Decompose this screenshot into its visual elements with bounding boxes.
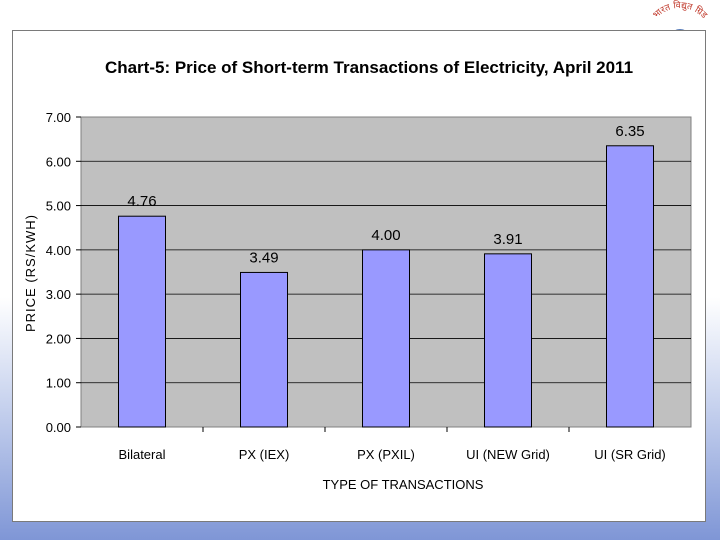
data-label-0: 4.76	[127, 193, 156, 210]
y-tick-label-4: 4.00	[46, 243, 71, 258]
x-axis-label: TYPE OF TRANSACTIONS	[323, 477, 484, 492]
y-tick-label-3: 3.00	[46, 287, 71, 302]
y-tick-label-5: 5.00	[46, 199, 71, 214]
data-label-3: 3.91	[493, 231, 522, 248]
chart-title: Chart-5: Price of Short-term Transaction…	[105, 58, 633, 77]
y-tick-label-0: 0.00	[46, 420, 71, 435]
bar-4	[606, 145, 654, 428]
logo-caption: भारत विद्युत ग्रिड	[651, 0, 708, 21]
bar-chart: Chart-5: Price of Short-term Transaction…	[23, 58, 692, 492]
bar-0	[118, 215, 166, 428]
x-tick-label-0: Bilateral	[119, 447, 166, 462]
y-tick-label-7: 7.00	[46, 110, 71, 125]
x-tick-label-4: UI (SR Grid)	[594, 447, 666, 462]
svg-text:भारत विद्युत ग्रिड: भारत विद्युत ग्रिड	[651, 0, 708, 21]
x-tick-label-2: PX (PXIL)	[357, 447, 415, 462]
x-tick-label-3: UI (NEW Grid)	[466, 447, 550, 462]
chart-frame: Chart-5: Price of Short-term Transaction…	[12, 30, 706, 522]
bar-1	[240, 271, 288, 428]
y-tick-label-6: 6.00	[46, 154, 71, 169]
y-tick-label-2: 2.00	[46, 331, 71, 346]
data-label-4: 6.35	[615, 123, 644, 140]
data-label-1: 3.49	[249, 249, 278, 266]
x-tick-label-1: PX (IEX)	[239, 447, 290, 462]
bar-3	[484, 253, 532, 428]
data-label-2: 4.00	[371, 227, 400, 244]
y-axis-label: PRICE (RS/KWH)	[23, 214, 38, 332]
y-tick-label-1: 1.00	[46, 376, 71, 391]
bar-2	[362, 249, 410, 428]
